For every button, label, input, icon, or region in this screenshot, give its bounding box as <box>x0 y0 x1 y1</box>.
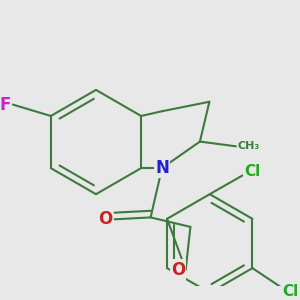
Text: O: O <box>98 210 112 228</box>
Text: CH₃: CH₃ <box>238 141 260 151</box>
Text: N: N <box>155 159 169 177</box>
Text: Cl: Cl <box>244 164 260 179</box>
Text: F: F <box>0 96 11 114</box>
Text: O: O <box>171 260 185 278</box>
Text: Cl: Cl <box>282 284 298 299</box>
